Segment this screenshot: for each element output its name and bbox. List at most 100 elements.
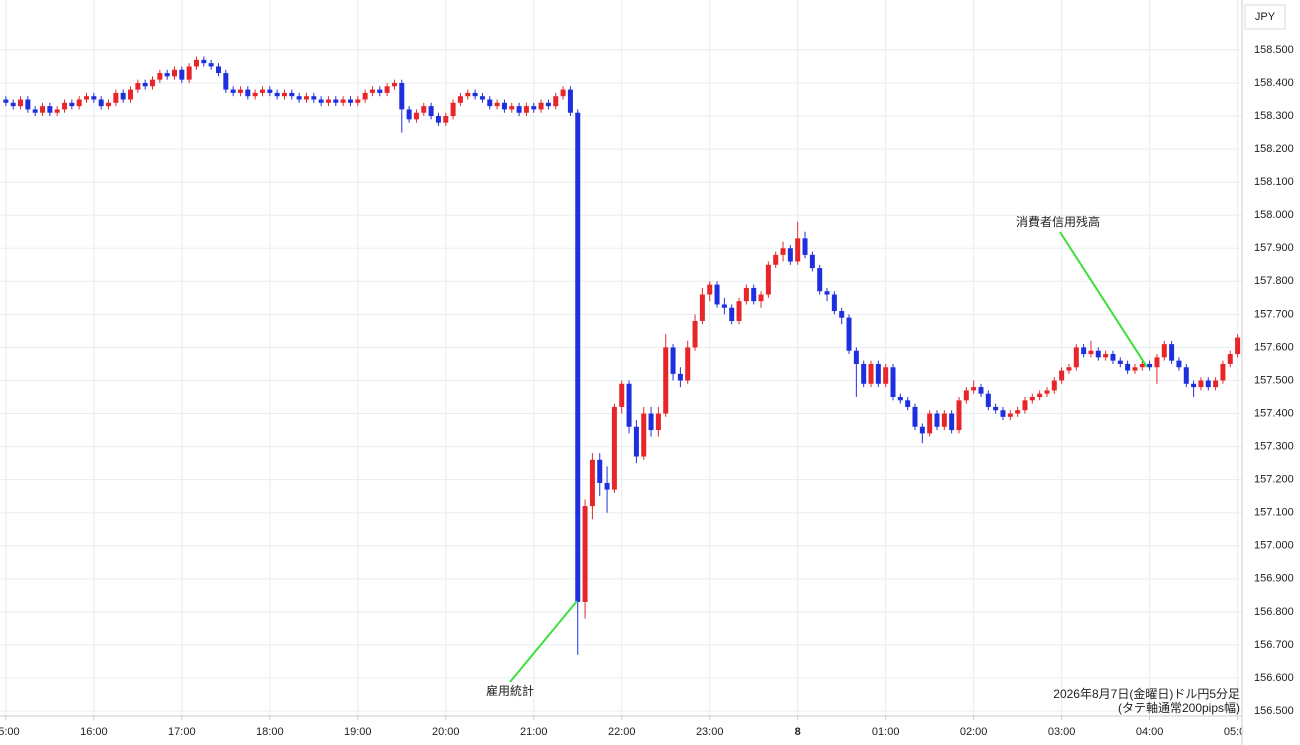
candle-body: [611, 406, 617, 490]
candle-body: [597, 459, 603, 483]
y-tick-label: 157.600: [1254, 341, 1294, 353]
candle-body: [296, 96, 302, 100]
candle-body: [648, 413, 654, 431]
candle-body: [802, 238, 808, 255]
candle-body: [450, 102, 456, 117]
candle-body: [84, 96, 90, 100]
y-tick-label: 157.000: [1254, 540, 1294, 552]
candle-body: [655, 413, 661, 431]
candle-body: [963, 390, 969, 401]
candle-body: [164, 73, 170, 77]
candle-body: [538, 102, 544, 110]
candle-body: [443, 116, 449, 123]
x-tick-label: 03:00: [1048, 726, 1076, 738]
candle-body: [10, 102, 16, 107]
x-tick-label: 16:00: [80, 726, 108, 738]
candle-body: [905, 400, 911, 407]
candle-body: [1059, 370, 1065, 381]
candle-body: [421, 106, 427, 113]
candle-body: [377, 89, 383, 93]
candle-body: [494, 102, 500, 107]
currency-box: [1244, 4, 1286, 30]
candle-body: [259, 89, 265, 93]
candle-body: [516, 106, 522, 113]
y-tick-label: 158.100: [1254, 176, 1294, 188]
candle-body: [582, 506, 588, 602]
candle-body: [993, 406, 999, 411]
candle-body: [560, 89, 566, 97]
candle-body: [1154, 357, 1160, 368]
candle-body: [1125, 363, 1131, 371]
y-tick-label: 158.300: [1254, 110, 1294, 122]
y-tick-label: 158.200: [1254, 143, 1294, 155]
candle-body: [1088, 350, 1094, 355]
candle-body: [179, 69, 185, 80]
candle-body: [171, 69, 177, 77]
candle-body: [413, 112, 419, 120]
candle-body: [1213, 380, 1219, 388]
candle-body: [215, 66, 221, 74]
candle-body: [523, 106, 529, 113]
candle-body: [150, 79, 156, 87]
candle-body: [406, 109, 412, 120]
candle-body: [978, 387, 984, 394]
y-tick-label: 157.900: [1254, 242, 1294, 254]
x-tick-label: 20:00: [432, 726, 460, 738]
candle-body: [1198, 380, 1204, 388]
candle-body: [729, 307, 735, 321]
candle-body: [318, 99, 324, 103]
candle-body: [780, 248, 786, 255]
candle-body: [91, 96, 97, 100]
candle-body: [245, 89, 251, 97]
candle-body: [1117, 360, 1123, 364]
candle-body: [633, 426, 639, 457]
y-tick-label: 157.500: [1254, 374, 1294, 386]
candle-body: [875, 363, 881, 384]
candle-body: [25, 99, 31, 110]
footnote: (タテ軸通常200pips幅): [1118, 700, 1240, 715]
candle-body: [692, 320, 698, 348]
candle-body: [589, 459, 595, 507]
candle-body: [487, 99, 493, 107]
candle-body: [545, 102, 551, 107]
candle-body: [663, 347, 669, 414]
candle-body: [817, 268, 823, 292]
candle-body: [1191, 383, 1197, 388]
candle-body: [113, 92, 119, 103]
candle-body: [230, 89, 236, 93]
y-tick-label: 158.500: [1254, 44, 1294, 56]
candle-body: [941, 413, 947, 427]
x-tick-label: 02:00: [960, 726, 988, 738]
candle-body: [69, 102, 75, 107]
x-tick-label: 18:00: [256, 726, 284, 738]
candle-body: [54, 109, 60, 113]
candle-body: [1073, 347, 1079, 368]
candle-body: [311, 96, 317, 100]
candle-body: [1103, 354, 1109, 358]
candle-body: [252, 92, 258, 97]
candle-body: [201, 59, 207, 64]
x-tick-label: 21:00: [520, 726, 548, 738]
y-tick-label: 156.900: [1254, 573, 1294, 585]
candle-body: [340, 99, 346, 103]
candle-body: [47, 106, 53, 113]
candle-body: [465, 92, 471, 97]
y-tick-label: 156.500: [1254, 705, 1294, 717]
candle-body: [391, 82, 397, 87]
candle-body: [1139, 363, 1145, 368]
candle-body: [553, 96, 559, 107]
candle-body: [267, 89, 273, 93]
candle-body: [157, 73, 163, 80]
annotation-line: [1059, 231, 1148, 368]
candle-body: [472, 92, 478, 97]
candle-body: [831, 294, 837, 312]
candle-body: [949, 413, 955, 431]
candle-body: [1235, 337, 1241, 355]
candle-body: [120, 92, 126, 100]
candle-body: [927, 413, 933, 434]
candle-body: [956, 400, 962, 431]
x-tick-label: 22:00: [608, 726, 636, 738]
candle-body: [743, 287, 749, 302]
candle-body: [1169, 344, 1175, 361]
